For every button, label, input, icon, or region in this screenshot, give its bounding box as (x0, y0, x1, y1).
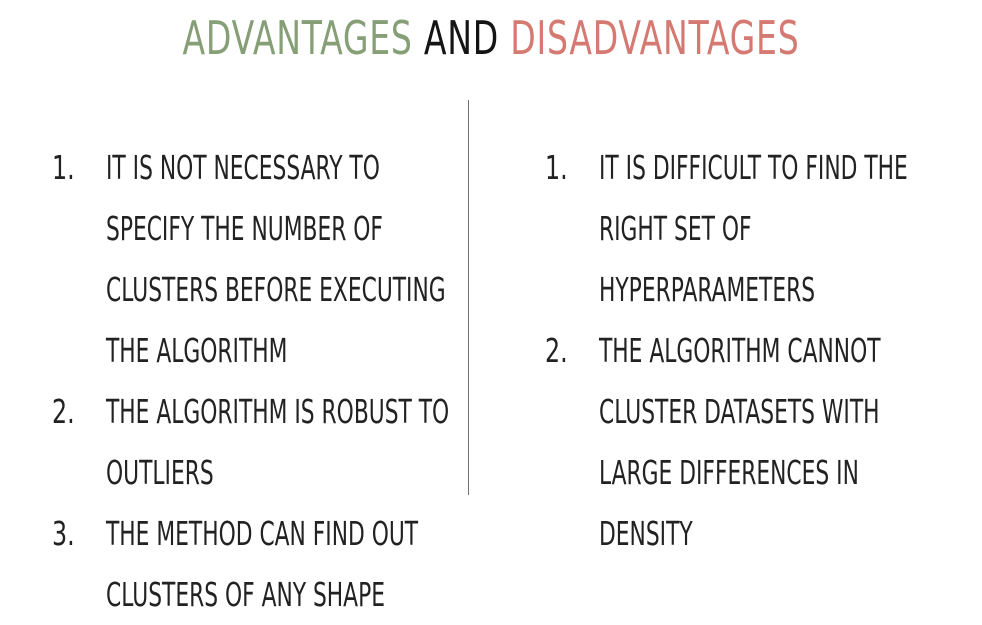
disadvantage-line: IT IS DIFFICULT TO FIND THE (599, 137, 908, 198)
advantage-line: SPECIFY THE NUMBER OF (106, 198, 446, 259)
advantage-item-2: 2. THE ALGORITHM IS ROBUST TO OUTLIERS (52, 381, 452, 503)
title-and: AND (424, 11, 499, 65)
disadvantage-line: THE ALGORITHM CANNOT (599, 320, 881, 381)
disadvantage-line: HYPERPARAMETERS (599, 259, 908, 320)
advantage-number: 1. (52, 137, 91, 198)
disadvantage-text: THE ALGORITHM CANNOT CLUSTER DATASETS WI… (599, 320, 881, 564)
disadvantages-list: 1. IT IS DIFFICULT TO FIND THE RIGHT SET… (545, 137, 965, 564)
advantage-line: THE ALGORITHM IS ROBUST TO (106, 381, 449, 442)
advantage-line: OUTLIERS (106, 442, 449, 503)
advantage-number: 3. (52, 503, 91, 564)
disadvantage-line: CLUSTER DATASETS WITH (599, 381, 881, 442)
disadvantage-line: DENSITY (599, 503, 881, 564)
disadvantage-line: RIGHT SET OF (599, 198, 908, 259)
advantage-line: IT IS NOT NECESSARY TO (106, 137, 446, 198)
disadvantage-number: 1. (545, 137, 584, 198)
title-advantages: ADVANTAGES (183, 11, 413, 65)
advantage-line: CLUSTERS BEFORE EXECUTING (106, 259, 446, 320)
advantage-text: IT IS NOT NECESSARY TO SPECIFY THE NUMBE… (106, 137, 446, 381)
advantage-line: CLUSTERS OF ANY SHAPE (106, 564, 418, 625)
advantages-list: 1. IT IS NOT NECESSARY TO SPECIFY THE NU… (52, 137, 452, 625)
advantage-line: THE ALGORITHM (106, 320, 446, 381)
disadvantage-item-2: 2. THE ALGORITHM CANNOT CLUSTER DATASETS… (545, 320, 965, 564)
title-disadvantages: DISADVANTAGES (510, 11, 799, 65)
advantage-item-3: 3. THE METHOD CAN FIND OUT CLUSTERS OF A… (52, 503, 452, 625)
column-divider (468, 100, 469, 495)
page-title: ADVANTAGES AND DISADVANTAGES (137, 6, 844, 70)
disadvantage-text: IT IS DIFFICULT TO FIND THE RIGHT SET OF… (599, 137, 908, 320)
advantage-text: THE ALGORITHM IS ROBUST TO OUTLIERS (106, 381, 449, 503)
disadvantage-item-1: 1. IT IS DIFFICULT TO FIND THE RIGHT SET… (545, 137, 965, 320)
disadvantage-line: LARGE DIFFERENCES IN (599, 442, 881, 503)
advantage-number: 2. (52, 381, 91, 442)
disadvantage-number: 2. (545, 320, 584, 381)
advantage-line: THE METHOD CAN FIND OUT (106, 503, 418, 564)
advantage-item-1: 1. IT IS NOT NECESSARY TO SPECIFY THE NU… (52, 137, 452, 381)
advantage-text: THE METHOD CAN FIND OUT CLUSTERS OF ANY … (106, 503, 418, 625)
